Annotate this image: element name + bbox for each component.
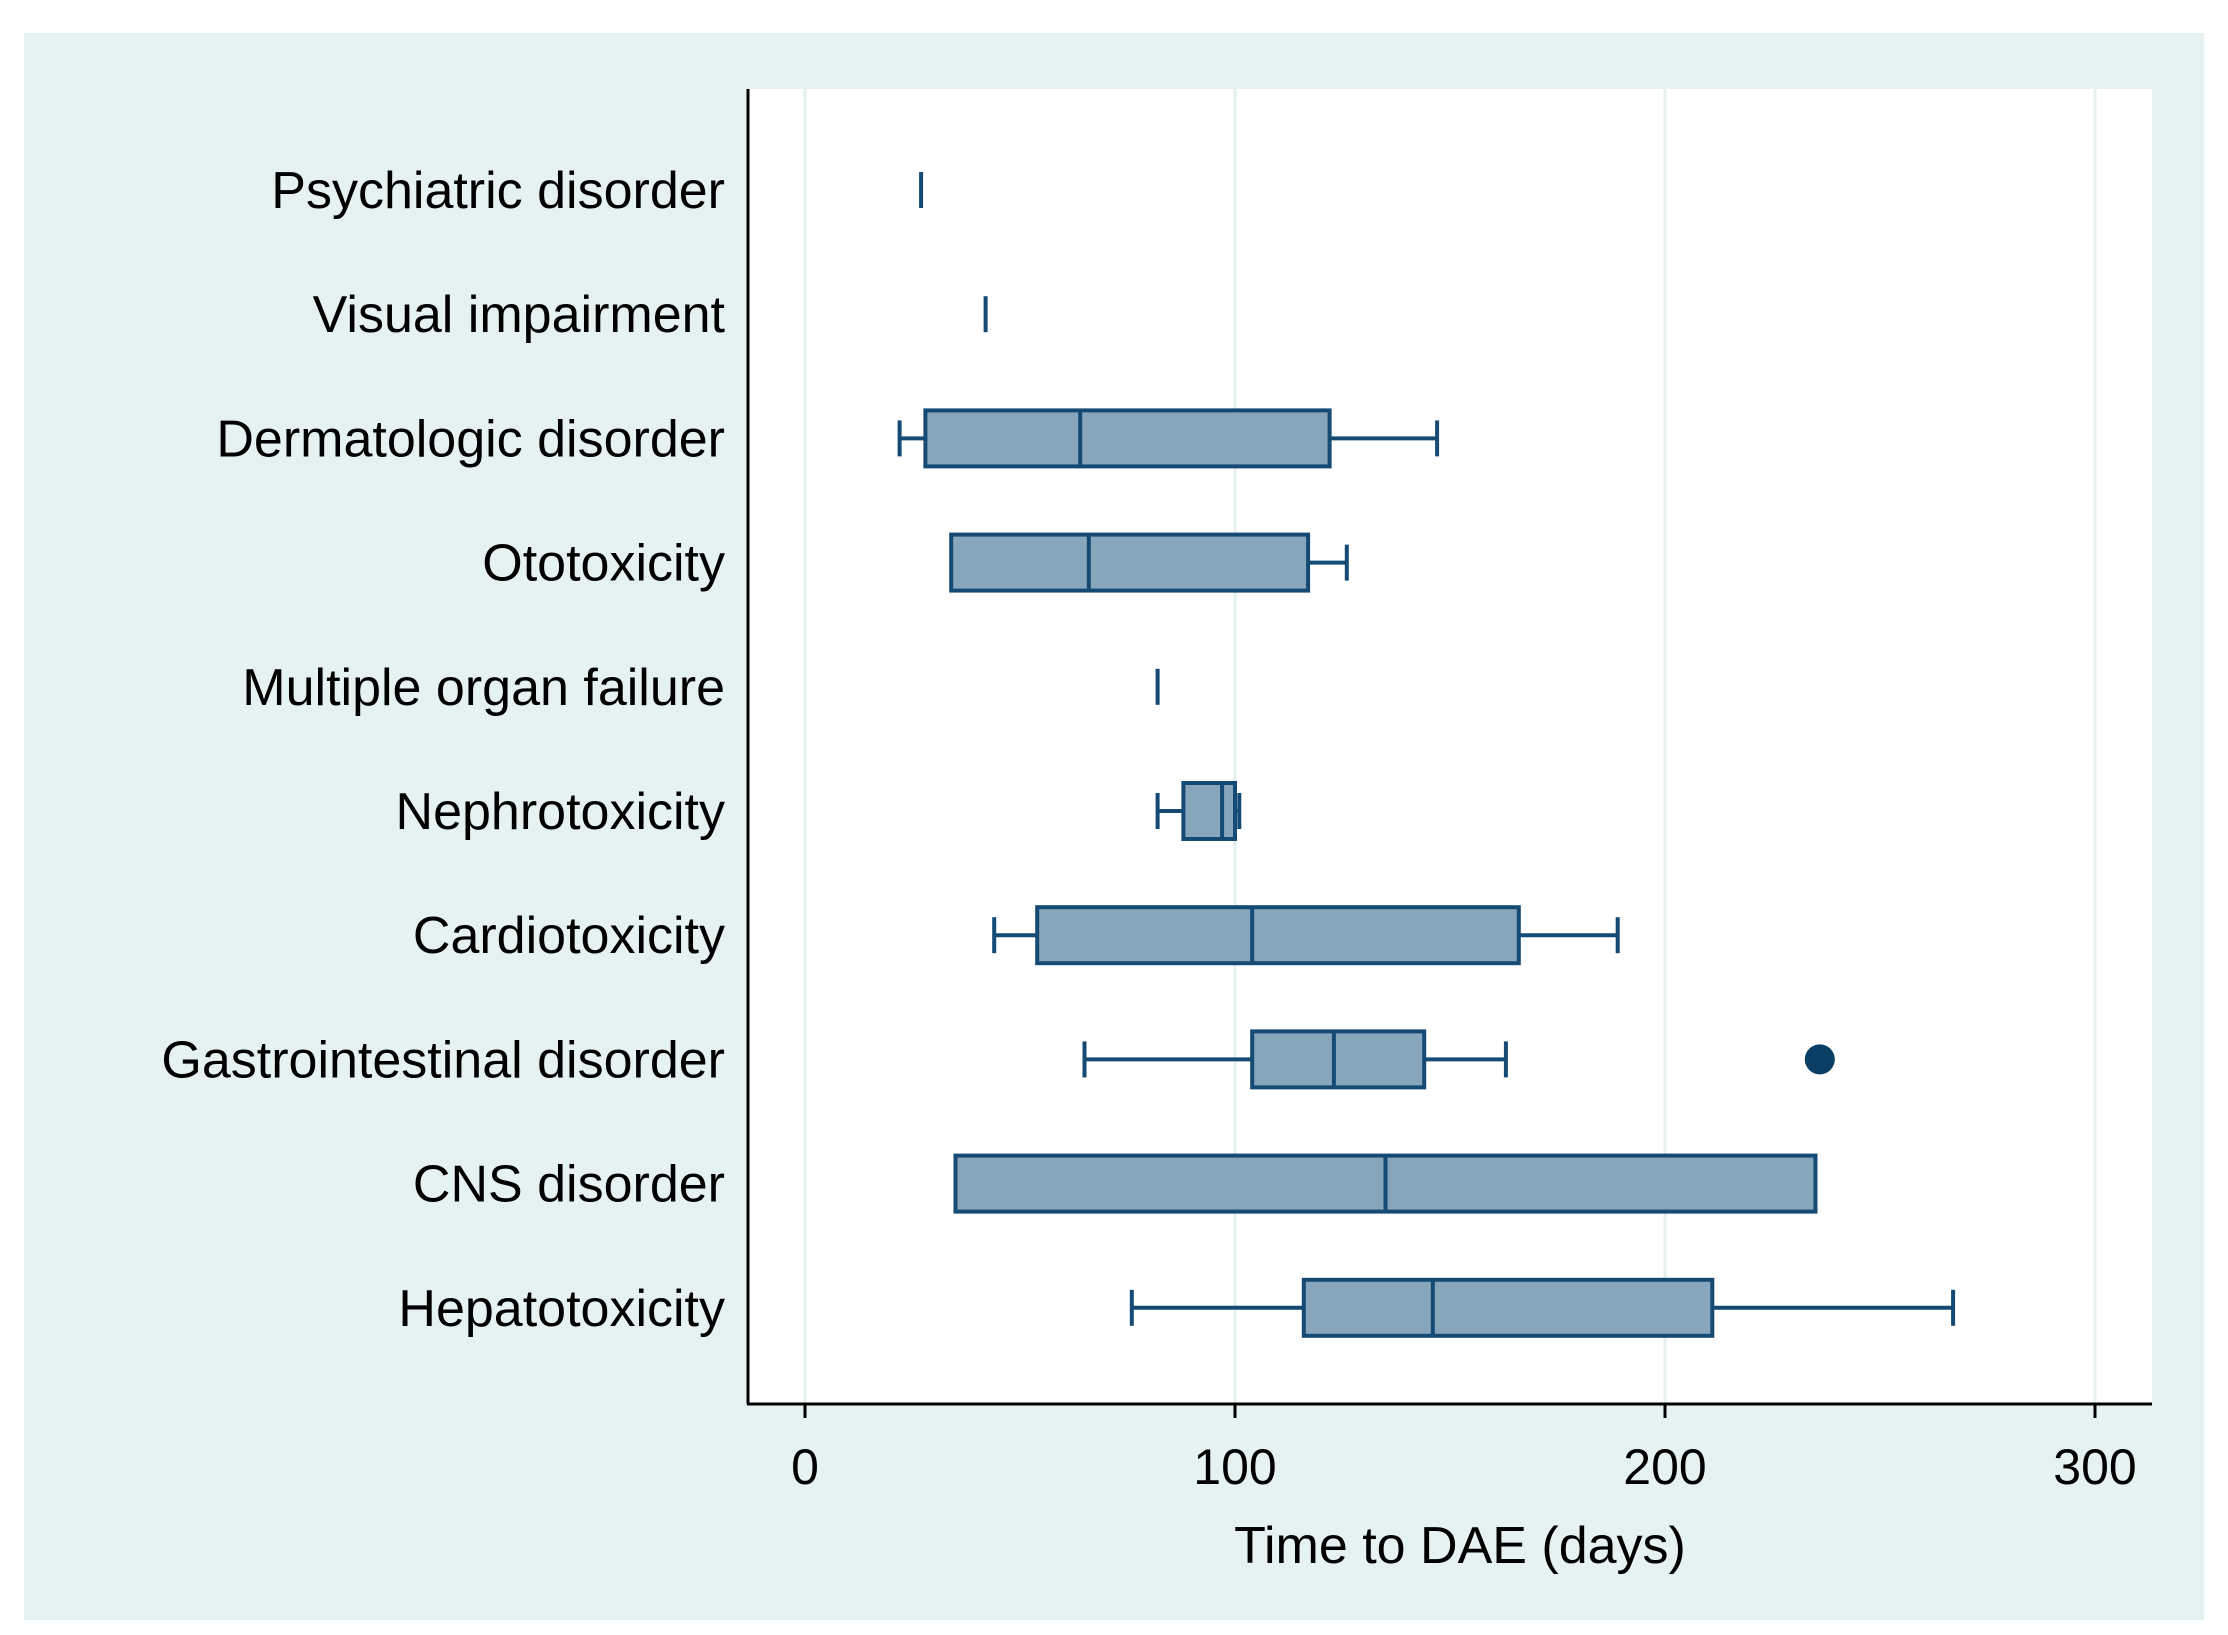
iqr-box-3 [949, 532, 1311, 593]
category-label-9: Hepatotoxicity [398, 1280, 725, 1338]
iqr-box-5 [1181, 781, 1238, 841]
iqr-box-7 [1250, 1029, 1427, 1090]
category-label-7: Gastrointestinal disorder [161, 1031, 725, 1089]
category-label-1: Visual impairment [313, 286, 726, 344]
outlier-point-7-0 [1804, 1044, 1835, 1075]
category-label-0: Psychiatric disorder [271, 162, 725, 220]
category-label-2: Dermatologic disorder [216, 410, 725, 468]
box-group-9 [1129, 1277, 1956, 1338]
iqr-box-9 [1301, 1277, 1715, 1338]
iqr-box-2 [923, 408, 1332, 469]
x-tick-label-0: 0 [791, 1439, 819, 1495]
x-tick-label-100: 100 [1193, 1439, 1276, 1495]
box-group-2 [897, 408, 1440, 469]
category-label-3: Ototoxicity [482, 535, 725, 593]
x-tick-label-200: 200 [1623, 1439, 1706, 1495]
box-group-6 [992, 905, 1620, 966]
box-group-3 [949, 532, 1349, 593]
category-label-8: CNS disorder [413, 1156, 725, 1214]
x-axis-title: Time to DAE (days) [1234, 1517, 1686, 1575]
x-ticks: 0 100 200 300 [791, 1404, 2137, 1495]
box-group-7 [1082, 1029, 1835, 1090]
category-label-4: Multiple organ failure [242, 659, 725, 717]
category-label-5: Nephrotoxicity [396, 783, 725, 841]
category-labels: Psychiatric disorder Visual impairment Der… [161, 162, 725, 1338]
box-group-8 [953, 1153, 1818, 1214]
box-group-5 [1155, 781, 1242, 841]
x-tick-label-300: 300 [2053, 1439, 2136, 1495]
iqr-box-6 [1035, 905, 1521, 966]
axes-layer [746, 89, 2152, 1406]
boxes-layer [897, 172, 1956, 1338]
category-label-6: Cardiotoxicity [413, 907, 725, 965]
